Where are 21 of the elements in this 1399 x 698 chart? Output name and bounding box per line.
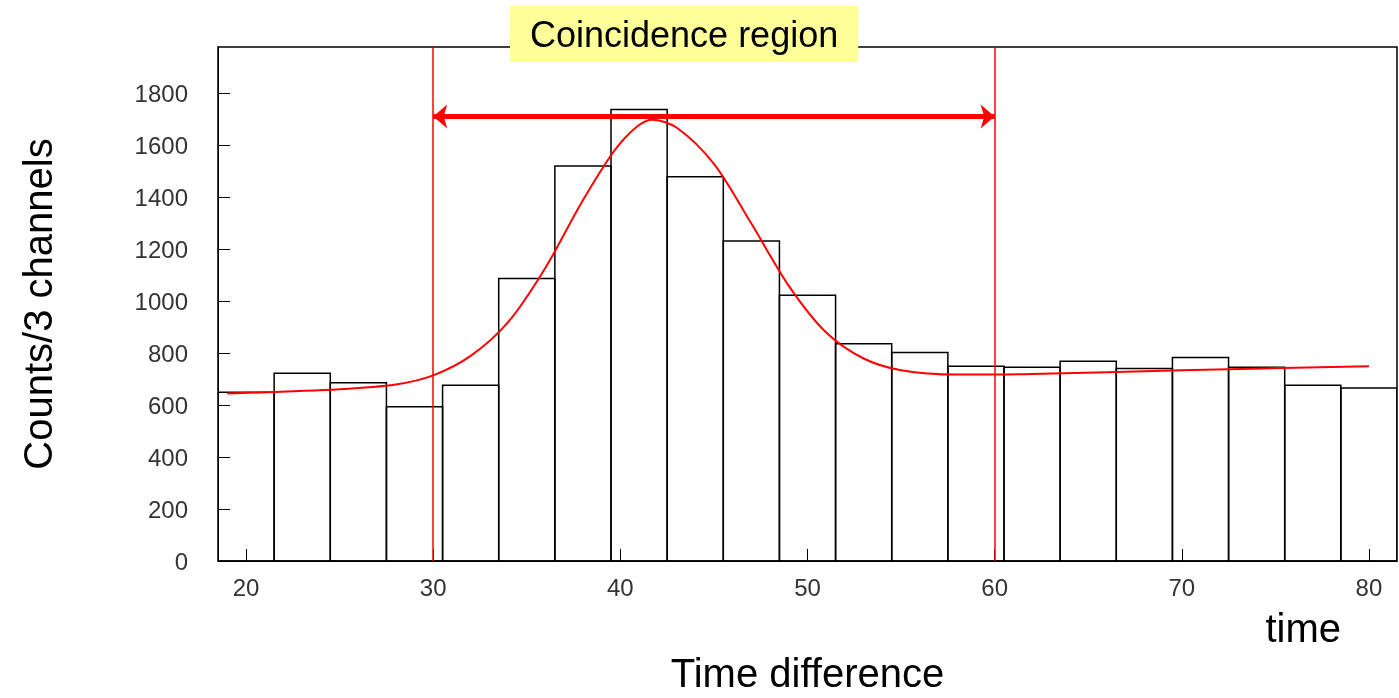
x-tick-label: 60 bbox=[981, 573, 1008, 601]
x-tick-label: 40 bbox=[607, 573, 634, 601]
y-tick-label: 800 bbox=[147, 339, 188, 367]
y-axis-title: Counts/3 channels bbox=[16, 138, 60, 470]
y-tick-label: 0 bbox=[174, 547, 188, 575]
y-tick-label: 600 bbox=[147, 391, 188, 419]
x-tick-label: 50 bbox=[794, 573, 821, 601]
y-tick-label: 1400 bbox=[134, 184, 188, 212]
x-tick-label: 30 bbox=[419, 573, 447, 601]
x-tick-label: 70 bbox=[1168, 573, 1196, 601]
y-tick-label: 1000 bbox=[134, 287, 188, 315]
y-tick-label: 400 bbox=[147, 443, 188, 471]
x-tick-label: 80 bbox=[1355, 573, 1383, 601]
y-tick-label: 200 bbox=[147, 495, 188, 523]
y-tick-label: 1800 bbox=[134, 80, 188, 108]
chart-title: Coincidence region bbox=[530, 13, 839, 55]
text: time bbox=[1265, 606, 1342, 650]
x-axis-title: Time difference bbox=[670, 651, 945, 695]
x-tick-label: 20 bbox=[232, 573, 260, 601]
y-tick-label: 1200 bbox=[134, 235, 188, 263]
y-tick-label: 1600 bbox=[134, 132, 188, 160]
